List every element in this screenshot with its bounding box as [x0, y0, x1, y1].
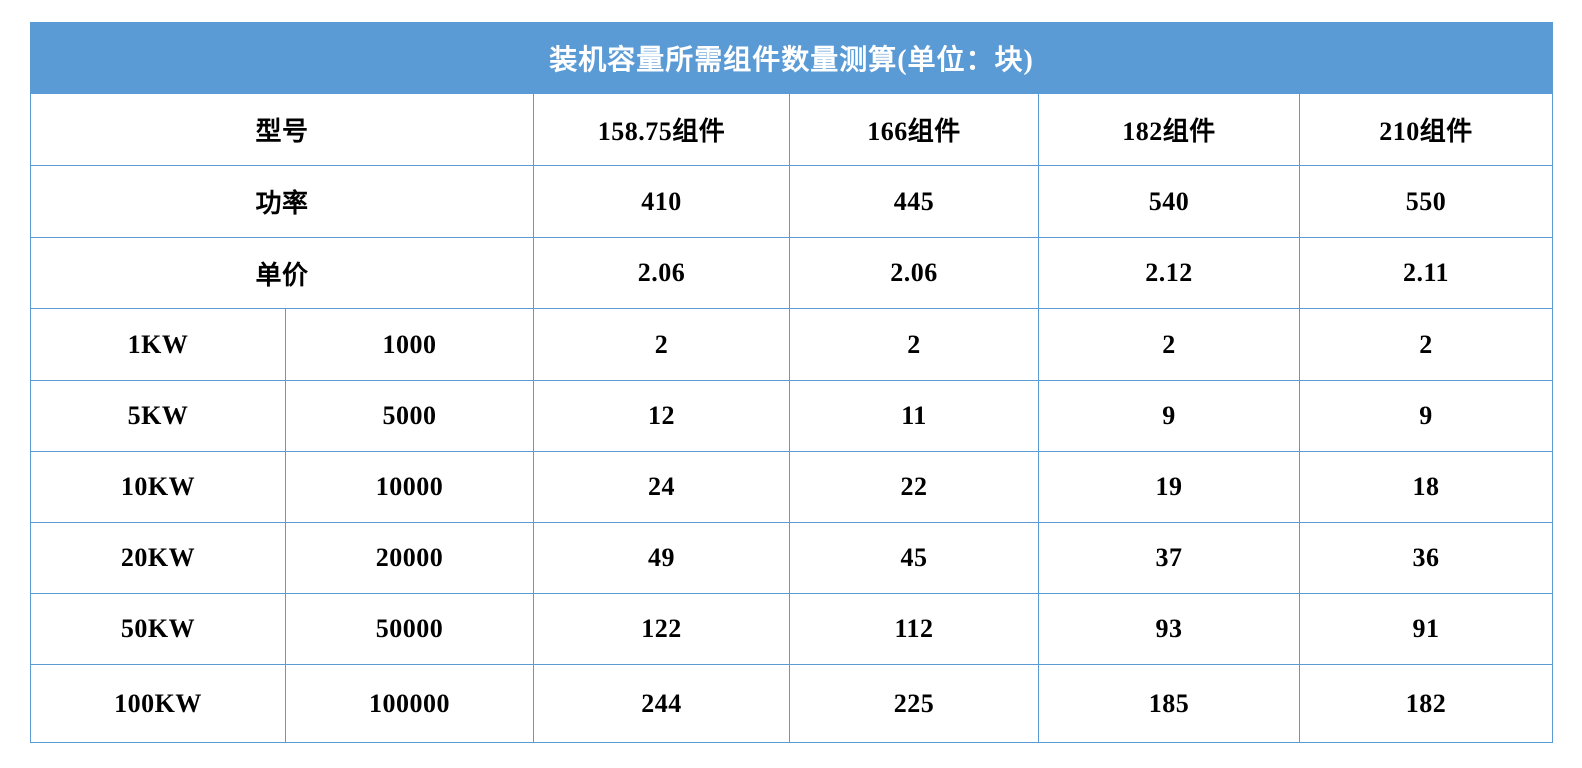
cell-power-166: 445 — [789, 165, 1039, 238]
cell-value: 49 — [533, 522, 790, 594]
cell-watts: 20000 — [285, 522, 534, 594]
component-calc-table: 装机容量所需组件数量测算(单位：块) 型号 158.75组件 166组件 182… — [29, 22, 1554, 743]
cell-watts: 100000 — [285, 664, 534, 743]
col-header-210: 210组件 — [1298, 93, 1554, 166]
cell-watts: 10000 — [285, 451, 534, 523]
cell-value: 2 — [789, 308, 1039, 381]
table-row-10kw: 10KW 10000 24 22 19 18 — [30, 451, 1554, 523]
cell-value: 91 — [1298, 593, 1554, 665]
cell-value: 112 — [789, 593, 1039, 665]
cell-value: 11 — [789, 380, 1039, 452]
cell-value: 93 — [1038, 593, 1300, 665]
cell-value: 182 — [1298, 664, 1554, 743]
table-title-row: 装机容量所需组件数量测算(单位：块) — [29, 22, 1554, 94]
cell-power-210: 550 — [1298, 165, 1554, 238]
cell-value: 24 — [533, 451, 790, 523]
cell-value: 244 — [533, 664, 790, 743]
cell-value: 18 — [1298, 451, 1554, 523]
cell-value: 12 — [533, 380, 790, 452]
cell-value: 45 — [789, 522, 1039, 594]
cell-price-210: 2.11 — [1298, 237, 1554, 309]
table-row-20kw: 20KW 20000 49 45 37 36 — [30, 522, 1554, 594]
cell-capacity: 100KW — [30, 664, 286, 743]
table-title: 装机容量所需组件数量测算(单位：块) — [29, 22, 1554, 94]
cell-value: 185 — [1038, 664, 1300, 743]
cell-capacity: 1KW — [30, 308, 286, 381]
row-label-model: 型号 — [30, 93, 534, 166]
cell-value: 225 — [789, 664, 1039, 743]
table-row-100kw: 100KW 100000 244 225 185 182 — [30, 664, 1554, 743]
table-row-5kw: 5KW 5000 12 11 9 9 — [30, 380, 1554, 452]
cell-capacity: 5KW — [30, 380, 286, 452]
power-row: 功率 410 445 540 550 — [30, 165, 1554, 238]
cell-value: 9 — [1038, 380, 1300, 452]
cell-price-166: 2.06 — [789, 237, 1039, 309]
col-header-158-75: 158.75组件 — [533, 93, 790, 166]
price-row: 单价 2.06 2.06 2.12 2.11 — [30, 237, 1554, 309]
cell-value: 2 — [533, 308, 790, 381]
cell-watts: 50000 — [285, 593, 534, 665]
cell-value: 2 — [1038, 308, 1300, 381]
table-row-1kw: 1KW 1000 2 2 2 2 — [30, 308, 1554, 381]
model-header-row: 型号 158.75组件 166组件 182组件 210组件 — [30, 93, 1554, 166]
cell-value: 36 — [1298, 522, 1554, 594]
cell-value: 2 — [1298, 308, 1554, 381]
cell-price-182: 2.12 — [1038, 237, 1300, 309]
cell-watts: 5000 — [285, 380, 534, 452]
cell-power-158-75: 410 — [533, 165, 790, 238]
cell-capacity: 20KW — [30, 522, 286, 594]
col-header-166: 166组件 — [789, 93, 1039, 166]
cell-value: 22 — [789, 451, 1039, 523]
cell-value: 37 — [1038, 522, 1300, 594]
cell-capacity: 50KW — [30, 593, 286, 665]
cell-price-158-75: 2.06 — [533, 237, 790, 309]
cell-value: 9 — [1298, 380, 1554, 452]
cell-watts: 1000 — [285, 308, 534, 381]
cell-power-182: 540 — [1038, 165, 1300, 238]
table-row-50kw: 50KW 50000 122 112 93 91 — [30, 593, 1554, 665]
cell-value: 122 — [533, 593, 790, 665]
row-label-price: 单价 — [30, 237, 534, 309]
col-header-182: 182组件 — [1038, 93, 1300, 166]
row-label-power: 功率 — [30, 165, 534, 238]
cell-capacity: 10KW — [30, 451, 286, 523]
cell-value: 19 — [1038, 451, 1300, 523]
